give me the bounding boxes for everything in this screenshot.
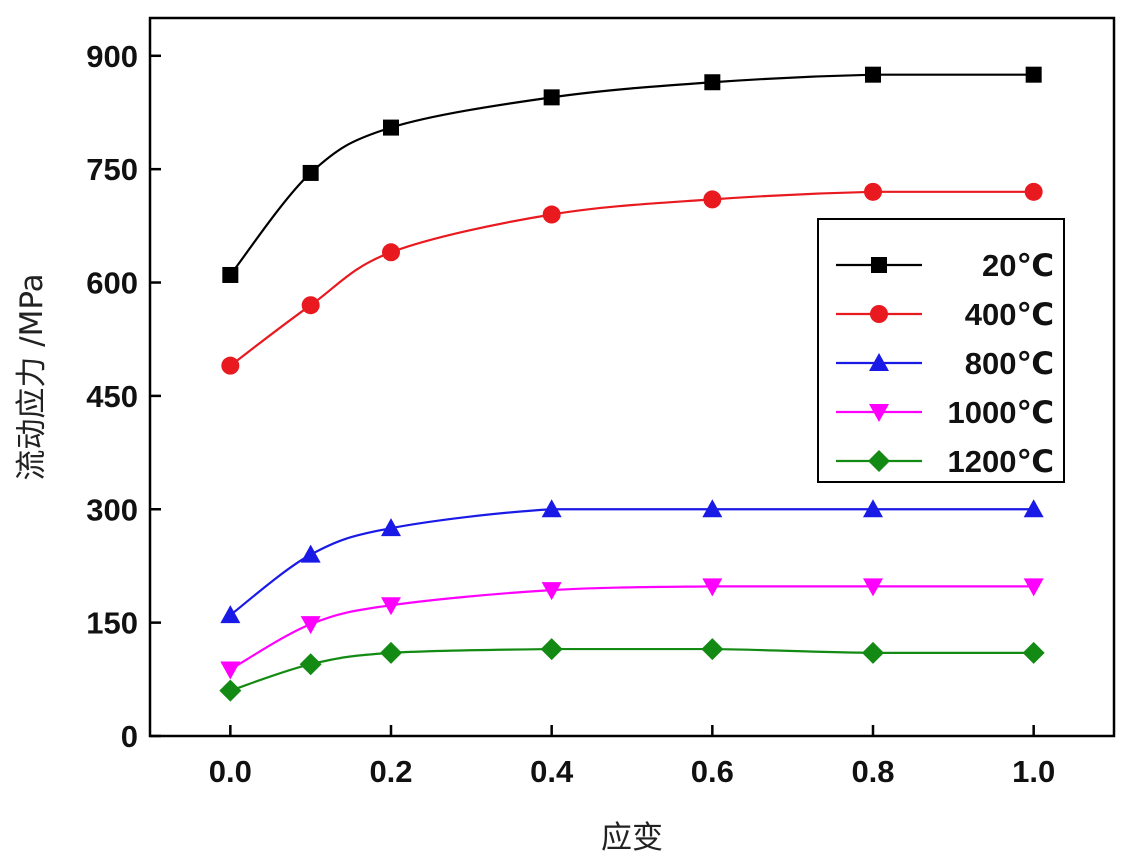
data-point (220, 605, 241, 624)
data-point (863, 578, 883, 597)
y-axis-label: 流动应力 /MPa (14, 273, 50, 480)
data-point (542, 205, 561, 224)
data-point (220, 661, 241, 680)
legend: 20℃ 400℃ 800℃ 1000℃ 1200℃ (817, 218, 1065, 483)
data-point (381, 518, 401, 537)
x-tick-label: 0.4 (530, 754, 574, 789)
data-point (864, 182, 882, 201)
y-tick-label: 0 (121, 719, 138, 754)
legend-box (817, 218, 1065, 483)
series-line (229, 647, 1034, 692)
data-point (702, 578, 723, 597)
data-point (862, 641, 884, 664)
data-point (382, 243, 400, 262)
x-tick-label: 0.0 (209, 754, 252, 789)
data-point (219, 679, 242, 702)
data-point (863, 499, 883, 518)
series-layer (219, 66, 1045, 702)
y-tick-label: 300 (86, 492, 138, 527)
legend-label: 1000℃ (947, 395, 1054, 430)
y-tick-label: 600 (86, 266, 138, 301)
legend-marker (871, 257, 887, 273)
data-point (703, 190, 722, 209)
data-point (381, 597, 401, 616)
data-point (543, 89, 560, 106)
data-point (1025, 66, 1042, 83)
legend-label: 400℃ (965, 297, 1054, 332)
data-point (301, 296, 320, 315)
series-group (221, 182, 1043, 375)
data-point (1022, 641, 1045, 664)
data-point (221, 356, 240, 375)
series-group (219, 638, 1045, 702)
data-point (541, 582, 562, 601)
data-point (302, 164, 319, 181)
legend-label: 1200℃ (947, 444, 1054, 479)
data-point (1023, 499, 1044, 518)
legend-marker (868, 450, 890, 472)
data-point (380, 641, 402, 664)
x-axis-label: 应变 (601, 820, 663, 856)
data-point (222, 266, 239, 283)
series-group (220, 499, 1044, 624)
data-point (702, 499, 723, 518)
data-point (865, 66, 881, 83)
data-point (541, 499, 562, 518)
data-point (1023, 578, 1044, 597)
data-point (540, 638, 563, 661)
data-point (299, 653, 322, 676)
y-tick-label: 750 (86, 152, 138, 187)
legend-label: 20℃ (982, 248, 1054, 283)
legend-marker (870, 305, 888, 323)
series-group (220, 578, 1044, 680)
x-tick-label: 0.6 (691, 754, 734, 789)
series-group (222, 66, 1042, 283)
x-tick-label: 1.0 (1012, 754, 1055, 789)
data-point (300, 616, 321, 635)
legend-marker (869, 404, 889, 422)
plot-frame (148, 16, 1116, 738)
y-tick-label: 900 (86, 39, 138, 74)
legend-label: 800℃ (965, 346, 1054, 381)
legend-marker (869, 353, 889, 371)
data-point (704, 74, 721, 91)
x-tick-label: 0.8 (851, 754, 894, 789)
y-tick-label: 450 (86, 379, 138, 414)
data-point (1024, 182, 1043, 201)
data-point (701, 638, 724, 661)
axis-ticks: 0 150 300 450 600 750 900 0.0 0.2 0.4 0.6 0.8 1.0 (86, 39, 1055, 789)
data-point (300, 544, 321, 563)
series-line (229, 508, 1034, 616)
data-point (383, 119, 399, 136)
x-tick-label: 0.2 (369, 754, 412, 789)
y-tick-label: 150 (86, 606, 138, 641)
